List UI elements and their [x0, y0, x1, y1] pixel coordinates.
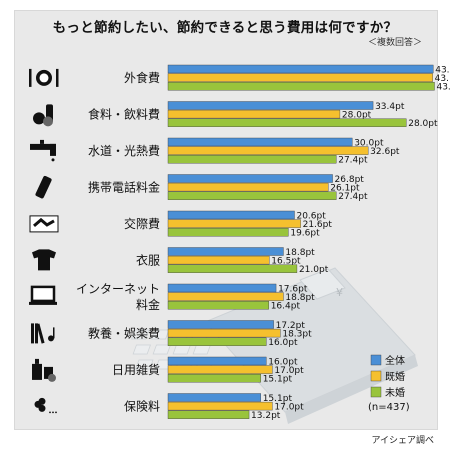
bar-既婚 [167, 109, 341, 119]
value-label: 15.1pt [263, 394, 293, 404]
bar-未婚 [167, 374, 261, 383]
value-label: 28.0pt [408, 119, 438, 129]
value-label: 16.0pt [268, 338, 298, 348]
value-label: 32.6pt [370, 147, 400, 157]
value-label: 43.1pt [435, 74, 450, 84]
category-label: インターネット [76, 282, 160, 296]
bar-全体 [167, 64, 434, 74]
value-label: 13.2pt [251, 411, 281, 421]
value-label: 17.0pt [274, 366, 304, 376]
value-label: 30.0pt [354, 138, 384, 148]
legend-label: 既婚 [385, 370, 405, 383]
value-label: 16.0pt [268, 357, 298, 367]
bar-未婚 [167, 337, 267, 346]
category-label: 料金 [136, 297, 160, 312]
value-label: 17.2pt [276, 321, 306, 331]
category-label: 携帯電話料金 [88, 179, 160, 194]
value-label: 26.8pt [335, 175, 365, 185]
bar-全体 [167, 101, 374, 110]
legend-swatch [370, 370, 382, 382]
bar-既婚 [167, 365, 273, 374]
value-label: 16.5pt [271, 257, 301, 267]
dining-icon [29, 68, 59, 87]
water-tap-icon [30, 139, 56, 162]
value-label: 28.0pt [342, 111, 372, 121]
category-label: 交際費 [124, 216, 160, 231]
bar-未婚 [167, 410, 250, 419]
value-label: 18.8pt [285, 293, 315, 303]
bar-全体 [167, 393, 261, 402]
category-label: 水道・光熱費 [88, 143, 160, 158]
value-label: 20.6pt [296, 211, 326, 221]
bar-全体 [167, 174, 333, 183]
handshake-icon [29, 215, 59, 233]
bar-未婚 [167, 154, 337, 164]
value-label: 19.6pt [290, 229, 320, 239]
category-icons [29, 68, 59, 414]
value-label: 27.4pt [338, 192, 368, 202]
value-label: 43.2pt [435, 65, 450, 75]
bar-全体 [167, 210, 295, 220]
bar-既婚 [167, 328, 281, 338]
bar-未婚 [167, 227, 289, 237]
mobile-phone-icon [35, 175, 52, 199]
clover-icon [34, 397, 57, 414]
value-label: 21.6pt [303, 220, 333, 230]
bar-全体 [167, 320, 274, 329]
chart-title: もっと節約したい、節約できると思う費用は何ですか？ [52, 20, 398, 36]
value-label: 21.0pt [299, 265, 329, 275]
value-label: 43.4pt [436, 83, 450, 93]
laptop-icon [29, 285, 57, 305]
value-label: 18.3pt [282, 330, 312, 340]
bar-既婚 [167, 73, 433, 82]
svg-text:¥: ¥ [336, 286, 343, 299]
value-label: 16.4pt [271, 302, 301, 312]
source-note: アイシェア調べ [371, 436, 434, 446]
bar-未婚 [167, 81, 435, 91]
legend-swatch [370, 386, 382, 398]
bar-全体 [167, 283, 277, 293]
multiple-answer-note: ＜複数回答＞ [367, 38, 422, 48]
category-label: 教養・娯楽費 [88, 325, 160, 340]
value-label: 26.1pt [330, 184, 360, 194]
groceries-icon [33, 104, 53, 127]
legend-label: 全体 [385, 354, 405, 367]
bar-全体 [167, 247, 284, 256]
books-music-icon [31, 323, 55, 344]
bar-全体 [167, 137, 353, 147]
category-label: 保険料 [124, 399, 160, 413]
value-label: 15.1pt [263, 375, 293, 385]
bar-既婚 [167, 292, 284, 301]
tshirt-icon [32, 249, 56, 271]
value-label: 33.4pt [375, 102, 405, 112]
value-label: 18.8pt [285, 248, 315, 258]
bar-未婚 [167, 191, 337, 200]
bar-既婚 [167, 146, 369, 155]
legend-swatch [370, 354, 382, 366]
bar-未婚 [167, 118, 407, 127]
bar-未婚 [167, 264, 298, 273]
legend-label: 未婚 [385, 386, 405, 399]
bar-既婚 [167, 219, 301, 228]
bar-全体 [167, 356, 267, 366]
category-label: 衣服 [136, 252, 160, 267]
bar-既婚 [167, 182, 329, 192]
value-label: 27.4pt [338, 156, 368, 166]
value-label: 17.6pt [278, 284, 308, 294]
category-label: 日用雑貨 [112, 362, 160, 377]
value-label: 17.0pt [274, 403, 304, 413]
category-label: 食料・飲料費 [88, 106, 160, 121]
bar-既婚 [167, 401, 273, 411]
sample-size: (n=437) [368, 402, 410, 413]
bar-既婚 [167, 255, 270, 265]
household-goods-icon [32, 358, 56, 382]
category-label: 外食費 [124, 70, 160, 85]
bar-未婚 [167, 301, 269, 310]
